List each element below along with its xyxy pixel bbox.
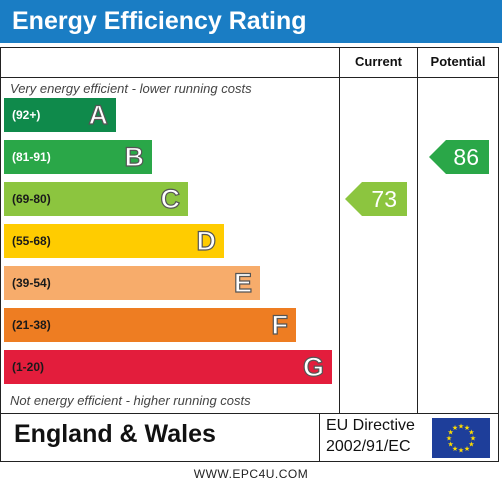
star-icon: ★ bbox=[468, 441, 474, 449]
star-icon: ★ bbox=[458, 423, 464, 431]
column-header-potential: Potential bbox=[430, 54, 486, 69]
band-f: (21-38) F bbox=[4, 308, 296, 342]
arrow-fill bbox=[429, 140, 489, 174]
region-label: England & Wales bbox=[14, 420, 216, 448]
band-c: (69-80) C bbox=[4, 182, 188, 216]
caption-efficient: Very energy efficient - lower running co… bbox=[10, 81, 252, 96]
band-range-label: (21-38) bbox=[12, 318, 51, 332]
band-letter-label: F bbox=[271, 309, 289, 340]
band-letter-label: D bbox=[196, 225, 217, 256]
star-icon: ★ bbox=[452, 445, 458, 453]
star-icon: ★ bbox=[468, 429, 474, 437]
band-e: (39-54) E bbox=[4, 266, 260, 300]
rating-frame bbox=[0, 47, 499, 462]
star-icon: ★ bbox=[452, 424, 458, 432]
directive-line-1: EU Directive bbox=[326, 417, 415, 434]
current-rating-value: 73 bbox=[371, 186, 397, 212]
current-rating-arrow: 73 bbox=[345, 182, 407, 216]
star-icon: ★ bbox=[447, 429, 453, 437]
band-letter-label: G bbox=[302, 351, 324, 382]
footer-column-divider bbox=[319, 413, 320, 462]
footer-divider bbox=[0, 413, 499, 414]
arrow-fill bbox=[345, 182, 407, 216]
caption-inefficient: Not energy efficient - higher running co… bbox=[10, 393, 251, 408]
band-range-label: (39-54) bbox=[12, 276, 51, 290]
star-icon: ★ bbox=[446, 435, 452, 443]
band-b: (81-91) B bbox=[4, 140, 152, 174]
band-range-label: (69-80) bbox=[12, 192, 51, 206]
title-bar: Energy Efficiency Rating bbox=[0, 0, 502, 43]
star-icon: ★ bbox=[464, 424, 470, 432]
current-arrow-shape bbox=[345, 182, 407, 216]
header-divider bbox=[0, 77, 499, 78]
band-range-label: (81-91) bbox=[12, 150, 51, 164]
potential-arrow-shape bbox=[429, 140, 489, 174]
band-range-label: (92+) bbox=[12, 108, 41, 122]
eu-stars: ★ ★★★★★★★★★★★ bbox=[446, 423, 476, 455]
band-range-label: (55-68) bbox=[12, 234, 51, 248]
star-icon: ★ bbox=[458, 447, 464, 455]
potential-rating-arrow: 86 bbox=[429, 140, 489, 174]
column-divider-current bbox=[339, 47, 340, 414]
eu-flag-icon: ★ ★ ★ ★ ★ ★ ★ ★ ★ ★ ★ ★ bbox=[432, 418, 490, 458]
potential-rating-value: 86 bbox=[453, 144, 479, 170]
footer-url: WWW.EPC4U.COM bbox=[193, 467, 309, 481]
band-letter-label: C bbox=[160, 183, 181, 214]
chart-title: Energy Efficiency Rating bbox=[12, 7, 307, 35]
band-letter-label: E bbox=[233, 267, 252, 298]
band-letter-label: B bbox=[124, 141, 145, 172]
band-range-label: (1-20) bbox=[12, 360, 45, 374]
column-divider-potential bbox=[417, 47, 418, 414]
directive-line-2: 2002/91/EC bbox=[326, 438, 411, 455]
star-icon: ★ bbox=[470, 435, 476, 443]
band-letter-label: A bbox=[88, 99, 109, 130]
band-d: (55-68) D bbox=[4, 224, 224, 258]
column-header-current: Current bbox=[355, 54, 402, 69]
band-a: (92+) A bbox=[4, 98, 116, 132]
star-icon: ★ bbox=[447, 441, 453, 449]
star-icon: ★ bbox=[464, 445, 470, 453]
band-g: (1-20) G bbox=[4, 350, 332, 384]
